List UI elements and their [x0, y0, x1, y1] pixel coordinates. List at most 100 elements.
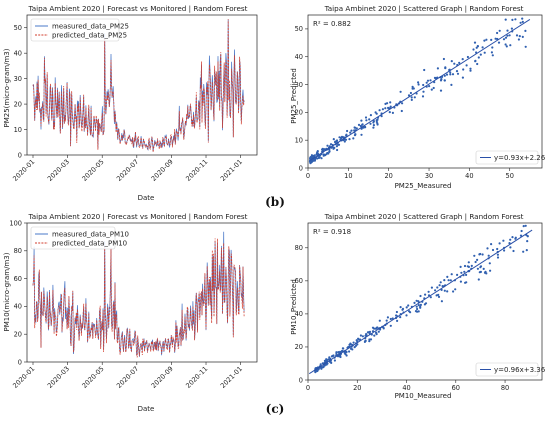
- scatter-point: [491, 46, 494, 49]
- scatter-point: [526, 240, 529, 243]
- scatter-point: [417, 81, 420, 84]
- sc-panel-3: 0 20 40 60 80 0 20 40 60 80 R² = 0.918 y=0.96x+3.36: [295, 222, 546, 392]
- scatter-point: [410, 96, 413, 99]
- scatter-point: [367, 331, 370, 334]
- scatter-point: [351, 348, 354, 351]
- scatter-point: [372, 120, 375, 123]
- scatter-point: [338, 136, 341, 139]
- subfigure-label-b: (b): [265, 195, 285, 209]
- scatter-point: [322, 153, 325, 156]
- scatter-point: [450, 60, 453, 63]
- y-tick-label: 100: [9, 219, 22, 227]
- scatter-point: [476, 258, 479, 261]
- scatter-point: [429, 296, 432, 299]
- y-tick-label: 40: [295, 53, 303, 61]
- scatter-point: [389, 317, 392, 321]
- scatter-point: [319, 363, 322, 366]
- scatter-point: [395, 310, 398, 314]
- scatter-point: [355, 127, 358, 130]
- scatter-point: [456, 273, 459, 276]
- scatter-point: [443, 79, 446, 82]
- scatter-point: [359, 124, 362, 128]
- scatter-point: [372, 124, 375, 127]
- scatter-point: [416, 307, 419, 311]
- scatter-point: [423, 68, 426, 72]
- scatter-point: [509, 246, 512, 249]
- scatter-point: [430, 286, 433, 289]
- scatter-point: [479, 53, 482, 56]
- scatter-point: [518, 35, 521, 38]
- scatter-point: [473, 254, 476, 257]
- scatter-point: [329, 143, 333, 146]
- scatter-point: [510, 27, 513, 30]
- scatter-point: [450, 83, 453, 86]
- y-tick-label: 40: [14, 49, 22, 57]
- scatter-point: [519, 21, 522, 24]
- scatter-point: [386, 316, 389, 319]
- scatter-point: [419, 306, 422, 309]
- scatter-point: [355, 339, 358, 342]
- scatter-point: [450, 273, 453, 276]
- scatter-point: [320, 157, 323, 160]
- scatter-point: [314, 158, 317, 161]
- scatter-point: [525, 249, 528, 252]
- scatter-point: [365, 119, 368, 122]
- scatter-point: [512, 249, 515, 253]
- scatter-point: [381, 108, 384, 111]
- scatter-point: [452, 290, 455, 293]
- scatter-point: [459, 265, 462, 268]
- scatter-point: [315, 153, 318, 156]
- scatter-point: [455, 70, 459, 73]
- scatter-point: [399, 316, 402, 319]
- subfigure-label-c: (c): [266, 402, 285, 416]
- scatter-point: [348, 350, 351, 353]
- scatter-point: [466, 265, 469, 268]
- scatter-point: [401, 307, 405, 310]
- x-tick-label: 40: [465, 172, 473, 180]
- scatter-point: [496, 31, 499, 35]
- scatter-point: [515, 34, 519, 37]
- scatter-point: [474, 59, 477, 63]
- scatter-point: [439, 89, 443, 92]
- scatter-point: [359, 334, 362, 337]
- x-tick-label: 40: [402, 384, 410, 392]
- scatter-point: [483, 39, 486, 42]
- scatter-point: [434, 77, 437, 80]
- scatter-point: [391, 111, 394, 114]
- scatter-point: [434, 289, 437, 292]
- scatter-point: [399, 90, 402, 93]
- scatter-point: [464, 281, 467, 284]
- scatter-point: [386, 102, 389, 105]
- scatter-point: [372, 126, 375, 129]
- x-tick-label: 2020-11: [184, 365, 209, 390]
- scatter-point: [504, 36, 508, 39]
- scatter-point: [473, 41, 477, 44]
- scatter-point: [445, 73, 449, 76]
- legend-measured-label: measured_data_PM10: [52, 230, 129, 238]
- scatter-point: [461, 58, 464, 61]
- scatter-point: [411, 85, 414, 88]
- ts-pm25-ylabel: PM25(micro-gram/m3): [3, 48, 11, 127]
- scatter-point: [461, 76, 464, 79]
- legend-box: [30, 18, 120, 42]
- scatter-point: [489, 269, 492, 272]
- scatter-point: [508, 34, 511, 37]
- legend-fit-label: y=0.93x+2.26: [494, 154, 546, 162]
- scatter-point: [335, 352, 338, 355]
- scatter-point: [469, 67, 472, 70]
- scatter-point: [483, 51, 486, 54]
- scatter-point: [514, 236, 517, 239]
- scatter-point: [328, 356, 331, 359]
- scatter-point: [486, 247, 489, 250]
- scatter-point: [477, 56, 480, 59]
- scatter-point: [437, 293, 440, 296]
- scatter-point: [439, 281, 442, 284]
- scatter-point: [446, 275, 449, 278]
- legend-box: [475, 362, 539, 377]
- scatter-point: [375, 332, 378, 335]
- scatter-point: [458, 61, 461, 64]
- scatter-point: [521, 35, 524, 39]
- scatter-point: [357, 123, 361, 126]
- x-tick-label: 2020-09: [150, 365, 175, 390]
- scatter-point: [426, 79, 430, 82]
